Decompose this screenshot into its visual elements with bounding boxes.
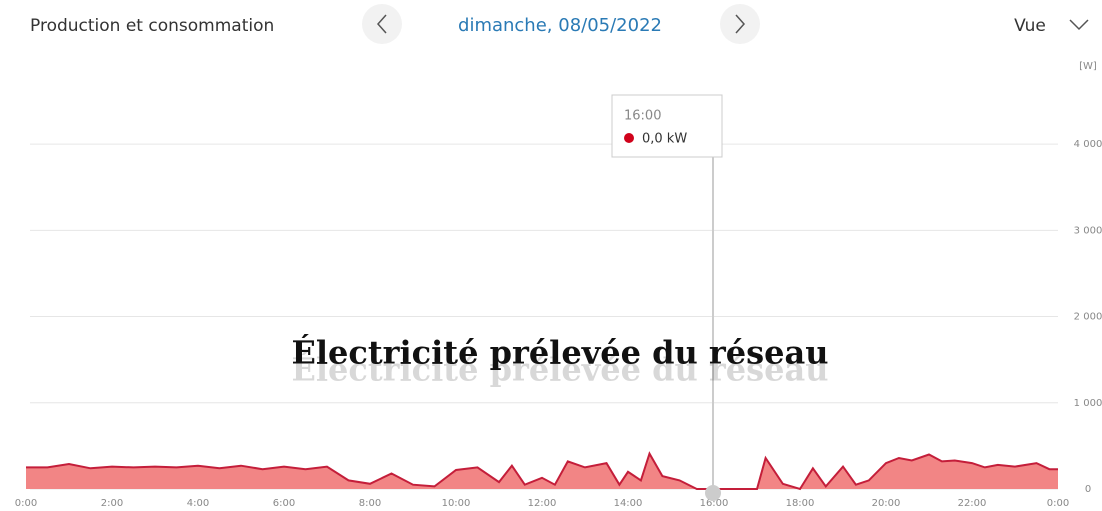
x-tick-label: 0:00 bbox=[15, 498, 37, 509]
tooltip-box bbox=[611, 94, 723, 158]
x-tick-label: 2:00 bbox=[101, 498, 123, 509]
area bbox=[26, 453, 1058, 489]
x-tick-label: 22:00 bbox=[958, 498, 987, 509]
tooltip-dot bbox=[624, 133, 634, 143]
tooltip: 16:00 0,0 kW bbox=[611, 94, 723, 501]
plot: 0 1 000 2 000 3 000 4 000 0:00 2:00 4:00 6:00 8:0… bbox=[15, 139, 1102, 509]
x-tick-label: 18:00 bbox=[786, 498, 815, 509]
y-tick-label: 3 000 bbox=[1074, 225, 1102, 236]
page-title: Production et consommation bbox=[30, 16, 274, 36]
x-tick-label: 20:00 bbox=[872, 498, 901, 509]
next-icon bbox=[735, 14, 746, 34]
x-tick-label: 4:00 bbox=[187, 498, 209, 509]
unit-label: [W] bbox=[1079, 61, 1097, 72]
x-tick-label: 6:00 bbox=[273, 498, 295, 509]
overlay-shadow: Électricité prélevée du réseau bbox=[291, 351, 828, 389]
x-tick-label: 10:00 bbox=[442, 498, 471, 509]
view-menu[interactable]: Vue bbox=[1014, 16, 1046, 36]
prev-icon bbox=[376, 14, 387, 34]
overlay-title: Électricité prélevée du réseau bbox=[291, 334, 828, 372]
x-tick-label: 16:00 bbox=[700, 498, 729, 509]
next-button[interactable] bbox=[720, 4, 760, 44]
line bbox=[26, 451, 1058, 491]
tooltip-time: 16:00 bbox=[624, 109, 661, 124]
x-tick-label: 0:00 bbox=[1047, 498, 1069, 509]
y-tick-label: 2 000 bbox=[1074, 312, 1102, 323]
y-tick-label: 1 000 bbox=[1074, 398, 1102, 409]
date-label[interactable]: dimanche, 08/05/2022 bbox=[458, 15, 662, 36]
tooltip-value: 0,0 kW bbox=[642, 132, 687, 147]
y-tick-label: 0 bbox=[1085, 484, 1091, 495]
y-tick-label: 4 000 bbox=[1074, 139, 1102, 150]
x-tick-label: 8:00 bbox=[359, 498, 381, 509]
x-tick-label: 12:00 bbox=[528, 498, 557, 509]
x-tick-label: 14:00 bbox=[614, 498, 643, 509]
view-chevron[interactable] bbox=[1069, 19, 1089, 31]
crosshair-dot bbox=[705, 485, 721, 501]
prev-button[interactable] bbox=[362, 4, 402, 44]
